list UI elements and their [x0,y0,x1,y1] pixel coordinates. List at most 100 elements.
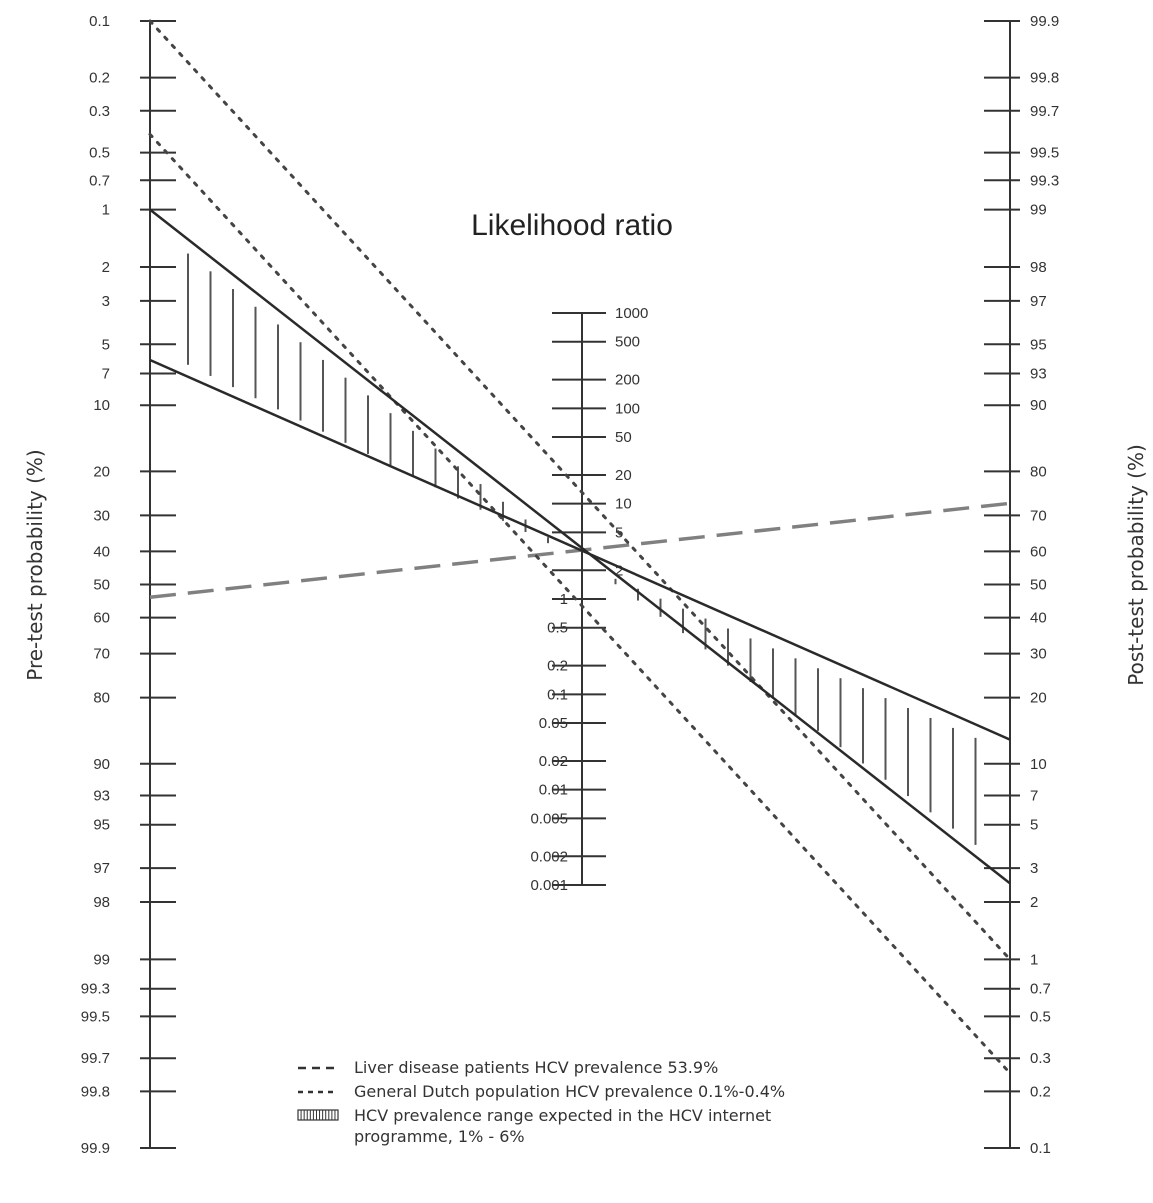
dotted-line-pretest-0-1 [148,19,1012,961]
left-tick-label-50: 50 [93,577,110,594]
left-tick-label-99-3: 99.3 [81,981,110,998]
right-tick-label-97: 97 [1030,293,1047,310]
legend: Liver disease patients HCV prevalence 53… [297,1058,785,1146]
left-tick-label-3: 3 [102,293,110,310]
left-tick-label-99-7: 99.7 [81,1050,110,1067]
right-tick-label-99-8: 99.8 [1030,70,1059,87]
right-tick-label-93: 93 [1030,365,1047,382]
left-tick-label-0-3: 0.3 [89,103,110,120]
left-tick-label-97: 97 [93,860,110,877]
left-tick-label-20: 20 [93,463,110,480]
legend-item-dashed: Liver disease patients HCV prevalence 53… [298,1058,718,1077]
center-tick-label-10: 10 [615,496,632,513]
center-axis: 10005002001005020105210.50.20.10.050.020… [530,305,648,894]
left-tick-label-10: 10 [93,397,110,414]
right-tick-label-0-5: 0.5 [1030,1008,1051,1025]
right-tick-label-20: 20 [1030,690,1047,707]
center-tick-label-0-1: 0.1 [547,686,568,703]
left-axis-title: Pre-test probability (%) [23,449,47,680]
center-tick-label-1: 1 [560,591,568,608]
legend-label-dotted: General Dutch population HCV prevalence … [354,1082,785,1101]
left-tick-label-0-2: 0.2 [89,70,110,87]
axes-layer: 0.1 0.2 0.3 0.5 0.7 1 2 3 5 7 10 20 30 40 50 60 70 80 90 93… [81,13,1059,1157]
right-tick-label-3: 3 [1030,860,1038,877]
center-tick-label-0-02: 0.02 [539,753,568,770]
right-tick-label-60: 60 [1030,543,1047,560]
legend-swatch-hatched [297,1109,339,1121]
right-tick-label-99-9: 99.9 [1030,13,1059,30]
right-tick-label-99-5: 99.5 [1030,145,1059,162]
right-tick-label-0-1: 0.1 [1030,1140,1051,1157]
right-tick-label-2: 2 [1030,894,1038,911]
right-tick-label-40: 40 [1030,610,1047,627]
right-tick-label-99: 99 [1030,202,1047,219]
left-tick-label-80: 80 [93,690,110,707]
center-tick-label-0-2: 0.2 [547,658,568,675]
legend-label-line: HCV prevalence range expected in the HCV… [354,1106,771,1125]
right-tick-label-80: 80 [1030,463,1047,480]
solid-line-pretest-1 [149,208,1011,885]
center-tick-label-0-005: 0.005 [530,810,568,827]
center-tick-label-0-05: 0.05 [539,715,568,732]
left-tick-label-40: 40 [93,543,110,560]
left-tick-label-0-5: 0.5 [89,145,110,162]
right-tick-label-5: 5 [1030,817,1038,834]
dotted-line-pretest-0-4 [148,132,1012,1075]
left-tick-label-95: 95 [93,817,110,834]
right-axis: 99.999.899.799.599.399989795939080706050… [984,13,1059,1157]
legend-item-dotted: General Dutch population HCV prevalence … [298,1082,785,1101]
left-tick-label-70: 70 [93,646,110,663]
left-tick-label-99: 99 [93,951,110,968]
left-tick-label-7: 7 [102,365,110,382]
left-tick-label-5: 5 [102,336,110,353]
center-tick-label-200: 200 [615,372,640,389]
right-tick-label-95: 95 [1030,336,1047,353]
lines-layer [148,19,1012,1075]
left-tick-label-99-9: 99.9 [81,1140,110,1157]
left-tick-label-98: 98 [93,894,110,911]
right-tick-label-99-7: 99.7 [1030,103,1059,120]
center-tick-label-20: 20 [615,467,632,484]
center-tick-label-0-002: 0.002 [530,848,568,865]
legend-swatch-frame [297,1109,339,1121]
legend-item-hatched: HCV prevalence range expected in the HCV… [297,1106,771,1146]
center-tick-label-0-5: 0.5 [547,620,568,637]
right-tick-label-50: 50 [1030,577,1047,594]
center-tick-label-2: 2 [615,562,623,579]
chart-title: Likelihood ratio [471,209,673,242]
left-tick-label-99-5: 99.5 [81,1008,110,1025]
legend-label-dashed: Liver disease patients HCV prevalence 53… [354,1058,718,1077]
left-tick-label-2: 2 [102,259,110,276]
left-tick-label-0-1: 0.1 [89,13,110,30]
right-tick-label-99-3: 99.3 [1030,172,1059,189]
right-tick-label-7: 7 [1030,788,1038,805]
right-tick-label-10: 10 [1030,756,1047,773]
right-tick-label-90: 90 [1030,397,1047,414]
right-tick-label-98: 98 [1030,259,1047,276]
center-tick-label-0-01: 0.01 [539,782,568,799]
right-tick-label-30: 30 [1030,646,1047,663]
right-tick-label-1: 1 [1030,951,1038,968]
center-tick-label-1000: 1000 [615,305,648,322]
legend-label-hatched: HCV prevalence range expected in the HCV… [354,1106,771,1146]
right-tick-label-70: 70 [1030,507,1047,524]
center-tick-label-0-001: 0.001 [530,877,568,894]
left-tick-label-30: 30 [93,507,110,524]
center-tick-label-500: 500 [615,334,640,351]
left-tick-label-60: 60 [93,610,110,627]
left-tick-label-1: 1 [102,202,110,219]
left-tick-label-0-7: 0.7 [89,172,110,189]
left-tick-label-93: 93 [93,788,110,805]
left-axis: 0.1 0.2 0.3 0.5 0.7 1 2 3 5 7 10 20 30 40 50 60 70 80 90 93… [81,13,176,1157]
solid-line-pretest-6 [149,358,1011,741]
hatched-prevalence-range [187,253,977,845]
right-tick-label-0-3: 0.3 [1030,1050,1051,1067]
left-tick-label-90: 90 [93,756,110,773]
legend-label-line: programme, 1% - 6% [354,1127,525,1146]
right-axis-title: Post-test probability (%) [1124,444,1148,686]
left-tick-label-99-8: 99.8 [81,1083,110,1100]
center-tick-label-100: 100 [615,400,640,417]
right-tick-label-0-7: 0.7 [1030,981,1051,998]
right-tick-label-0-2: 0.2 [1030,1083,1051,1100]
